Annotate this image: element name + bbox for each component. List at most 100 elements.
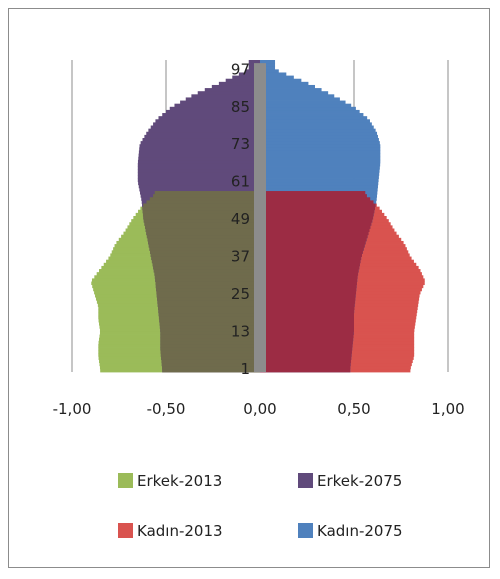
overlap-segment [260, 303, 355, 307]
bar-segment [260, 66, 276, 70]
bar-segment [137, 162, 260, 167]
overlap-segment [260, 212, 374, 217]
bar-segment [260, 100, 346, 105]
overlap-segment [161, 356, 260, 360]
overlap-segment [150, 250, 260, 254]
bar-segment [162, 113, 260, 117]
overlap-segment [159, 325, 260, 329]
overlap-segment [260, 315, 354, 320]
overlap-segment [160, 334, 260, 339]
legend-label: Erkek-2013 [137, 472, 222, 490]
x-tick-label: 0,00 [243, 400, 276, 418]
overlap-segment [260, 350, 352, 354]
overlap-segment [150, 253, 260, 257]
overlap-segment [260, 209, 375, 214]
overlap-segment [260, 331, 354, 335]
overlap-segment [160, 353, 260, 357]
bar-segment [260, 128, 376, 133]
bar-segment [191, 94, 260, 98]
center-axis-bar [254, 63, 266, 373]
bar-segment [260, 113, 364, 117]
bar-segment [153, 122, 260, 126]
bar-segment [260, 78, 302, 83]
overlap-segment [143, 203, 260, 208]
overlap-segment [260, 197, 371, 201]
bar-segment [260, 106, 356, 111]
overlap-segment [260, 365, 351, 370]
bar-segment [260, 116, 368, 120]
bar-segment [238, 72, 260, 76]
overlap-segment [260, 269, 359, 273]
legend-label: Kadın-2013 [137, 522, 223, 540]
plot-area [91, 60, 425, 373]
overlap-segment [260, 216, 374, 220]
overlap-segment [151, 256, 260, 261]
overlap-segment [156, 290, 260, 295]
overlap-segment [157, 297, 260, 301]
overlap-segment [260, 203, 376, 208]
bar-segment [260, 60, 276, 64]
overlap-segment [260, 225, 371, 229]
bar-segment [260, 69, 279, 73]
overlap-segment [260, 347, 353, 351]
bar-segment [260, 131, 378, 136]
overlap-segment [260, 334, 354, 339]
bar-segment [260, 187, 378, 192]
bar-segment [260, 103, 352, 108]
overlap-segment [159, 322, 260, 326]
overlap-segment [260, 356, 352, 360]
overlap-segment [148, 244, 260, 248]
overlap-segment [260, 259, 361, 264]
bar-segment [140, 141, 260, 145]
overlap-segment [260, 328, 354, 332]
bar-segment [260, 144, 381, 148]
y-tick-label: 25 [231, 285, 250, 303]
legend-swatch [298, 523, 313, 538]
overlap-segment [160, 343, 260, 348]
overlap-segment [161, 359, 260, 364]
bar-segment [260, 81, 309, 86]
overlap-segment [156, 294, 260, 298]
overlap-segment [260, 265, 360, 270]
bar-segment [260, 184, 378, 189]
overlap-segment [162, 368, 260, 373]
overlap-segment [260, 219, 373, 223]
bar-segment [155, 119, 260, 123]
overlap-segment [157, 303, 260, 307]
bar-segment [174, 103, 260, 108]
bar-segment [148, 128, 260, 133]
bar-segment [138, 181, 260, 186]
overlap-segment [260, 287, 357, 292]
bar-segment [169, 106, 260, 111]
overlap-segment [154, 275, 260, 279]
bar-segment [260, 181, 379, 186]
overlap-segment [147, 237, 260, 242]
overlap-segment [158, 315, 260, 320]
bar-segment [146, 131, 260, 136]
bar-segment [260, 63, 276, 67]
overlap-segment [162, 365, 260, 370]
legend-label: Kadın-2075 [317, 522, 403, 540]
overlap-segment [160, 340, 260, 345]
bar-segment [248, 60, 260, 64]
bar-segment [260, 75, 294, 80]
overlap-segment [149, 197, 260, 201]
overlap-segment [260, 234, 368, 239]
overlap-segment [151, 259, 260, 264]
overlap-segment [144, 222, 260, 226]
overlap-segment [153, 265, 260, 270]
x-tick-label: -1,00 [53, 400, 92, 418]
overlap-segment [260, 228, 370, 232]
legend-swatch [298, 473, 313, 488]
bar-segment [137, 166, 260, 170]
overlap-segment [149, 247, 260, 251]
overlap-segment [146, 200, 260, 204]
overlap-segment [156, 287, 260, 292]
overlap-segment [161, 362, 260, 367]
overlap-segment [260, 237, 367, 242]
overlap-segment [155, 284, 260, 289]
bar-segment [137, 169, 260, 173]
bar-segment [138, 153, 260, 158]
overlap-segment [260, 247, 364, 251]
overlap-segment [260, 290, 357, 295]
